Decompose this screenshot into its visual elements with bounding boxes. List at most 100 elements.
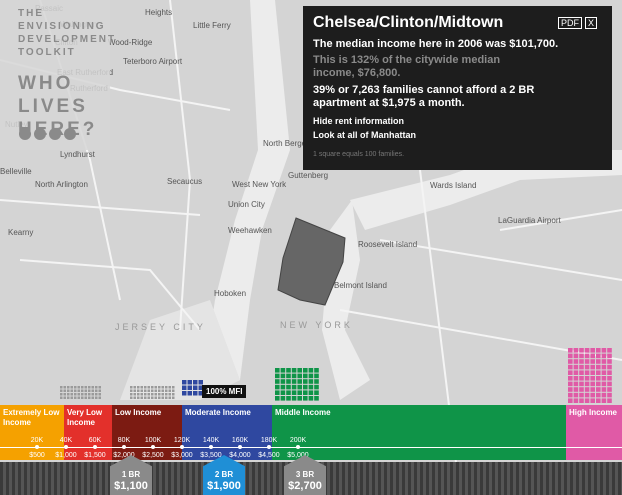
family-square — [607, 359, 612, 364]
family-square — [81, 393, 84, 396]
family-square — [193, 380, 198, 385]
family-square — [596, 370, 601, 375]
map-label: Wards Island — [430, 181, 477, 190]
family-square — [151, 393, 154, 396]
family-square — [154, 389, 157, 392]
income-tick-label: 60K — [88, 437, 102, 444]
income-tick-label: 40K — [59, 437, 73, 444]
rent-tick-label: $2,500 — [142, 452, 164, 459]
family-square — [584, 392, 590, 398]
tick-node — [93, 445, 97, 449]
family-square — [568, 392, 573, 398]
family-square — [314, 396, 319, 401]
family-square — [172, 396, 175, 399]
selected-district[interactable] — [277, 217, 346, 306]
family-square — [579, 359, 584, 364]
family-square — [63, 393, 66, 396]
map-label: Teterboro Airport — [123, 57, 183, 66]
rent-tick-label: $3,500 — [200, 452, 222, 459]
map-label: Guttenberg — [288, 171, 329, 180]
family-square — [596, 398, 601, 403]
income-tick-label: 180K — [260, 437, 278, 444]
family-square — [568, 381, 573, 387]
family-square — [172, 393, 175, 396]
family-square — [584, 387, 590, 392]
rent-tick-label: $1,000 — [55, 452, 77, 459]
pdf-button[interactable]: PDF — [558, 17, 582, 29]
family-square — [590, 348, 595, 353]
rent-marker[interactable]: 3 BR $2,700 — [284, 455, 326, 495]
family-square — [607, 392, 612, 398]
family-square — [165, 386, 168, 389]
afford-text: 39% or 7,263 families cannot afford a 2 … — [313, 84, 535, 109]
family-square — [568, 359, 573, 364]
rent-tick-label: $2,000 — [113, 452, 135, 459]
family-square — [303, 373, 308, 379]
family-square — [280, 390, 286, 395]
panel-link[interactable]: Look at all of Manhattan — [313, 130, 417, 140]
family-square — [77, 396, 80, 399]
family-square — [67, 386, 70, 389]
map-label: North Arlington — [35, 180, 88, 189]
map-label: North Bergen — [263, 139, 311, 148]
panel-link[interactable]: Hide rent information — [313, 116, 405, 126]
family-square — [601, 348, 607, 353]
family-square — [308, 396, 314, 401]
family-square — [63, 396, 66, 399]
family-square — [70, 396, 73, 399]
income-band[interactable]: Moderate Income — [182, 405, 272, 460]
family-square — [158, 393, 161, 396]
family-square — [308, 384, 314, 390]
family-square — [590, 353, 595, 359]
family-square — [168, 386, 171, 389]
map-label: LaGuardia Airport — [498, 216, 561, 225]
income-band[interactable]: Middle Income — [272, 405, 566, 460]
family-square — [151, 386, 154, 389]
income-tick-label: 140K — [202, 437, 220, 444]
family-square — [584, 364, 590, 370]
family-square — [579, 370, 584, 375]
info-panel: Chelsea/Clinton/Midtown PDF X The median in… — [303, 6, 612, 170]
family-square — [130, 396, 133, 399]
rent-marker[interactable]: 2 BR $1,900 — [203, 455, 245, 495]
map-control[interactable] — [34, 128, 46, 140]
family-square — [590, 359, 595, 364]
family-square — [291, 390, 297, 395]
family-square — [275, 396, 280, 401]
income-band[interactable]: Very Low Income — [64, 405, 112, 460]
rent-marker[interactable]: 1 BR $1,100 — [110, 455, 152, 495]
close-button[interactable]: X — [585, 17, 598, 29]
family-square — [584, 376, 590, 381]
toolkit-brand: THE ENVISIONING DEVELOPMENT TOOLKIT WHO LIVE… — [0, 0, 114, 150]
family-square — [308, 373, 314, 379]
family-square — [601, 381, 607, 387]
income-band[interactable]: Low Income — [112, 405, 182, 460]
family-square — [63, 389, 66, 392]
family-square — [303, 368, 308, 373]
income-band[interactable]: Extremely Low Income — [0, 405, 64, 460]
family-square — [147, 386, 150, 389]
map-control[interactable] — [19, 128, 31, 140]
family-square — [154, 396, 157, 399]
family-square — [275, 373, 280, 379]
income-tick-label: 20K — [30, 437, 44, 444]
income-band[interactable]: High Income — [566, 405, 622, 460]
family-square — [84, 393, 87, 396]
map-control[interactable] — [64, 128, 76, 140]
family-square — [172, 389, 175, 392]
family-square — [147, 396, 150, 399]
family-square — [286, 368, 291, 373]
family-square — [137, 393, 140, 396]
map-control[interactable] — [49, 128, 61, 140]
family-square — [81, 396, 84, 399]
family-square — [91, 393, 94, 396]
family-square — [151, 396, 154, 399]
map-label: Roosevelt Island — [358, 240, 418, 249]
family-square — [314, 384, 319, 390]
family-square — [584, 370, 590, 375]
tick-node — [151, 445, 155, 449]
family-square — [596, 348, 601, 353]
family-square — [596, 376, 601, 381]
family-square — [590, 376, 595, 381]
